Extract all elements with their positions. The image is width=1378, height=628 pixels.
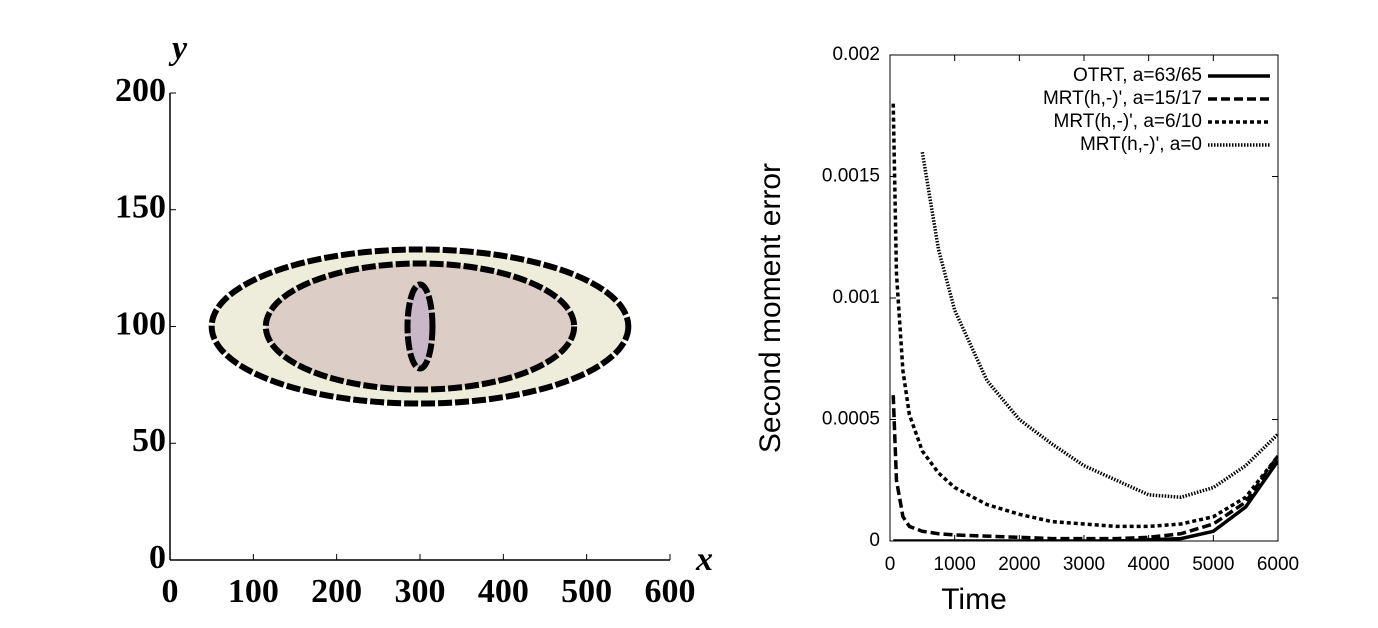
y-tick-label: 0 [869,530,880,551]
series-line [891,103,1278,529]
y-tick-label: 0.001 [832,287,880,308]
x-tick-label: 4000 [1128,554,1170,575]
x-axis-label: Time [941,583,1007,616]
series-line [891,395,1278,541]
x-tick-label: 500 [561,573,612,610]
legend-label: MRT(h,-)', a=15/17 [1043,88,1202,109]
x-tick-label: 2000 [998,554,1040,575]
series-line [893,459,1278,541]
x-tick-label: 300 [395,573,446,610]
legend-label: MRT(h,-)', a=0 [1080,134,1202,155]
x-tick-label: 6000 [1257,554,1299,575]
y-tick-label: 100 [115,305,166,342]
y-tick-label: 150 [115,189,166,226]
y-tick-label: 50 [132,422,166,459]
y-tick-label: 200 [115,72,166,109]
y-axis-label: y [168,30,188,67]
y-tick-label: 0.0005 [822,409,880,430]
x-tick-label: 0 [162,573,179,610]
x-tick-label: 0 [885,554,896,575]
legend-label: OTRT, a=63/65 [1073,65,1202,86]
x-tick-label: 100 [228,573,279,610]
y-tick-label: 0.0015 [822,166,880,187]
legend-label: MRT(h,-)', a=6/10 [1054,111,1202,132]
x-tick-label: 600 [645,573,696,610]
series-line [920,151,1278,500]
x-tick-label: 400 [478,573,529,610]
y-tick-label: 0.002 [832,44,880,65]
x-axis-label: x [695,541,713,578]
x-tick-label: 3000 [1063,554,1105,575]
x-tick-label: 200 [311,573,362,610]
x-tick-label: 1000 [934,554,976,575]
y-axis-label: Second moment error [754,163,787,453]
x-tick-label: 5000 [1192,554,1234,575]
contour-ellipse [404,281,436,372]
y-tick-label: 0 [149,539,166,576]
